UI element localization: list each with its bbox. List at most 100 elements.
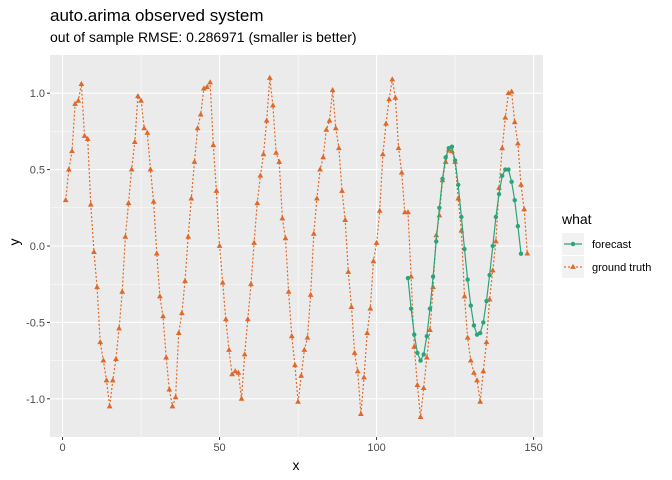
legend: what forecast ground truth: [561, 211, 651, 278]
chart-subtitle: out of sample RMSE: 0.286971 (smaller is…: [50, 29, 357, 45]
ground-truth-point: [414, 381, 421, 387]
ground-truth-point: [483, 339, 490, 345]
ground-truth-point: [169, 403, 176, 409]
y-tick-label: -1.0: [26, 394, 45, 406]
ground-truth-point: [188, 195, 195, 201]
ground-truth-point: [213, 187, 220, 193]
ground-truth-point: [216, 242, 223, 248]
ground-truth-point: [194, 125, 201, 131]
axis-ticks: 0 50 100 150 -1.0 -0.5 0.0 0.5 1.0: [26, 88, 543, 454]
forecast-point: [415, 350, 420, 356]
ground-truth-point: [131, 138, 138, 145]
forecast-point: [443, 155, 448, 160]
forecast-point: [506, 167, 511, 172]
ground-truth-point: [238, 395, 245, 401]
ground-truth-point: [373, 239, 380, 245]
forecast-point: [518, 251, 524, 256]
ground-truth-point: [116, 325, 122, 331]
ground-truth-point: [179, 310, 185, 316]
ground-truth-point: [376, 207, 383, 213]
ground-truth-point: [163, 354, 170, 360]
ground-truth-point: [103, 377, 110, 383]
ground-truth-point: [109, 377, 116, 383]
ground-truth-point: [197, 111, 204, 117]
ground-truth-point: [518, 181, 524, 187]
forecast-point: [468, 303, 473, 308]
ground-truth-point: [351, 349, 358, 355]
ground-truth-point: [420, 384, 427, 391]
forecast-point: [459, 214, 464, 220]
ground-truth-point: [182, 277, 188, 284]
ground-truth-point: [263, 117, 270, 123]
ground-truth-point: [317, 166, 323, 172]
ground-truth-point: [257, 172, 264, 178]
forecast-point: [481, 320, 486, 325]
ground-truth-point: [489, 267, 496, 273]
ground-truth-point: [505, 90, 512, 96]
forecast-point: [456, 182, 461, 188]
x-tick-label: 0: [59, 442, 65, 454]
ground-truth-point: [72, 100, 79, 106]
ground-truth-point: [119, 288, 126, 294]
forecast-point: [496, 191, 502, 197]
forecast-point: [418, 358, 423, 363]
ground-truth-point: [395, 145, 402, 151]
ground-truth-point: [348, 303, 355, 310]
ground-truth-point: [94, 284, 100, 290]
ground-truth-point: [514, 140, 521, 146]
y-tick-label: 0.5: [30, 165, 45, 177]
ground-truth-point: [65, 166, 72, 172]
forecast-point: [449, 144, 455, 149]
ground-truth-point: [354, 368, 361, 374]
ground-truth-point: [499, 145, 506, 151]
forecast-point: [512, 197, 517, 203]
y-axis-title: y: [6, 239, 22, 246]
ground-truth-point: [185, 233, 192, 239]
ground-truth-point: [480, 368, 487, 374]
ground-truth-point: [292, 361, 298, 368]
ground-truth-point: [417, 413, 424, 420]
ground-truth-point: [244, 316, 251, 322]
ground-truth-point: [345, 268, 352, 274]
forecast-point: [452, 158, 458, 163]
forecast-point: [412, 332, 417, 337]
forecast-point: [515, 223, 521, 229]
series-layer: [62, 74, 531, 420]
ground-truth-point: [521, 206, 528, 212]
forecast-point: [484, 298, 489, 304]
ground-truth-point: [175, 329, 182, 336]
ground-truth-point: [260, 151, 267, 157]
ground-truth-point: [508, 88, 515, 94]
ground-truth-point: [144, 129, 151, 135]
ground-truth-point: [471, 369, 477, 375]
ground-truth-point: [141, 125, 148, 131]
ground-truth-point: [266, 74, 273, 80]
ground-truth-point: [229, 371, 236, 377]
ground-truth-point: [332, 125, 339, 131]
ground-truth-point: [310, 230, 317, 236]
x-axis-title: x: [293, 457, 300, 473]
forecast-point: [421, 352, 426, 357]
ground-truth-point: [502, 114, 509, 120]
ground-truth-point: [251, 239, 257, 245]
ground-truth-point: [461, 293, 468, 299]
ground-truth-point: [477, 398, 484, 404]
ground-truth-point: [62, 196, 69, 203]
ground-truth-point: [361, 374, 367, 380]
ground-truth-point: [386, 96, 393, 102]
ground-truth-point: [389, 76, 396, 82]
ground-truth-point: [153, 250, 160, 256]
legend-label-forecast: forecast: [592, 239, 631, 251]
ground-truth-point: [342, 216, 349, 222]
ground-truth-point: [210, 141, 217, 148]
chart-title: auto.arima observed system: [50, 6, 264, 25]
ground-truth-point: [279, 215, 286, 221]
ground-truth-point: [411, 343, 418, 349]
forecast-point: [430, 274, 436, 279]
ground-truth-point: [383, 120, 389, 126]
forecast-point: [477, 330, 483, 336]
x-tick-label: 100: [367, 442, 385, 454]
forecast-point: [490, 243, 495, 249]
legend-marker-forecast: [570, 241, 576, 247]
legend-label-ground-truth: ground truth: [592, 262, 651, 274]
